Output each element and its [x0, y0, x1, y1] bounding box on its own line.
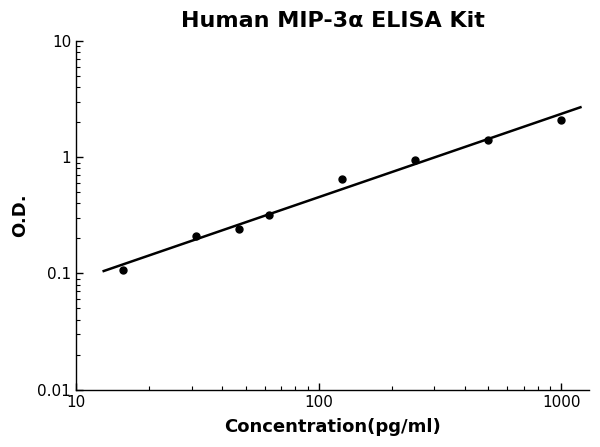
Point — [410, 156, 420, 164]
Point — [337, 175, 347, 182]
Point — [191, 232, 201, 240]
X-axis label: Concentration(pg/ml): Concentration(pg/ml) — [224, 418, 441, 436]
Y-axis label: O.D.: O.D. — [11, 194, 29, 237]
Point — [234, 226, 244, 233]
Point — [118, 266, 128, 273]
Title: Human MIP-3α ELISA Kit: Human MIP-3α ELISA Kit — [181, 11, 484, 31]
Point — [484, 137, 493, 144]
Point — [556, 116, 566, 123]
Point — [265, 211, 274, 218]
